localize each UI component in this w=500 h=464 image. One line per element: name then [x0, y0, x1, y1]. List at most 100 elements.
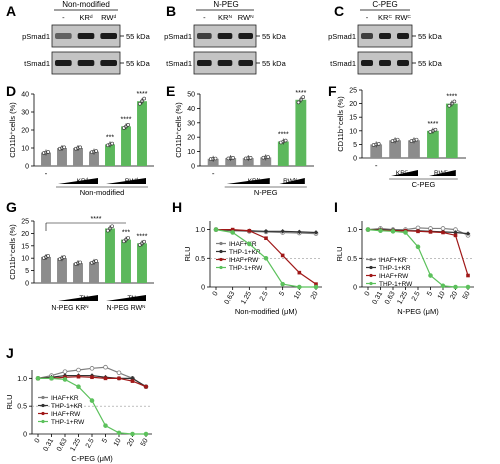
- bar: [445, 103, 458, 158]
- blot-row-label: pSmad1: [22, 32, 50, 41]
- legend-label: IHAF+KR: [379, 257, 407, 264]
- x-tick-label: 0: [364, 290, 372, 297]
- blot-band: [100, 33, 117, 39]
- blot-band: [55, 60, 72, 66]
- data-point: [78, 260, 82, 265]
- lane-label: RWC: [395, 13, 411, 22]
- y-tick-label: 25: [21, 219, 29, 226]
- data-marker: [230, 230, 235, 235]
- y-tick-label: 40: [21, 92, 29, 99]
- concentration-triangle: [106, 295, 146, 301]
- triangle-label-kr-sup: N: [257, 177, 260, 182]
- significance-stars: ****: [137, 233, 148, 240]
- triangle-label-kr-sup: C: [405, 169, 408, 174]
- data-marker: [314, 282, 318, 286]
- lane-label-sup: C: [407, 14, 411, 20]
- triangle-label-rw-sup: C: [445, 169, 448, 174]
- bar: [73, 263, 83, 283]
- y-axis-label: RLU: [5, 394, 14, 409]
- legend-label: THP-1+RW: [51, 419, 85, 426]
- x-tick-label: 0.31: [42, 437, 55, 452]
- data-point: [106, 228, 110, 233]
- data-marker: [440, 283, 446, 289]
- significance-stars: ****: [91, 216, 102, 223]
- blot-band: [379, 60, 391, 66]
- panel-letter: I: [334, 199, 338, 215]
- data-point: [395, 137, 400, 142]
- lane-label-base: -: [366, 13, 369, 22]
- concentration-triangle: [391, 170, 418, 176]
- data-marker: [453, 233, 458, 238]
- y-tick-label: 15: [349, 115, 357, 122]
- lane-label-sup: d: [114, 14, 117, 20]
- y-tick-label: 30: [21, 110, 29, 117]
- data-marker: [428, 230, 433, 234]
- legend-label: THP-1+RW: [379, 281, 413, 288]
- y-tick-label: 0: [353, 285, 357, 292]
- lane-label: -: [203, 13, 206, 22]
- blot-band: [379, 33, 391, 39]
- bar: [121, 239, 131, 283]
- significance-stars: ****: [446, 94, 457, 101]
- data-point: [301, 95, 306, 99]
- triangle-label-kr-sup: d: [86, 177, 89, 182]
- blot-band: [238, 33, 253, 39]
- lane-label-base: -: [62, 13, 65, 22]
- y-tick-label: 40: [187, 106, 195, 113]
- bar: [41, 152, 51, 166]
- control-label: -: [375, 161, 378, 170]
- x-group-label: C-PEG: [412, 180, 436, 189]
- x-tick-label: 1.25: [396, 290, 409, 305]
- y-tick-label: 1.0: [347, 227, 357, 234]
- x-tick-label: 0.63: [224, 290, 237, 305]
- lane-label: RWd: [101, 13, 116, 22]
- legend-label: IHAF+RW: [379, 273, 409, 280]
- blot-band: [197, 60, 212, 66]
- y-tick-label: 0.5: [195, 256, 205, 263]
- data-marker: [378, 228, 383, 234]
- bar: [277, 141, 289, 166]
- lane-label: RWN: [238, 13, 254, 22]
- data-marker: [62, 369, 68, 374]
- x-group-label-1: N-PEG KRN: [51, 304, 88, 313]
- data-marker: [76, 367, 81, 373]
- x-tick-label: 5: [278, 290, 286, 297]
- x-tick-label: 1.25: [240, 290, 253, 305]
- panel-letter: A: [6, 3, 16, 19]
- bar: [57, 258, 67, 283]
- bar: [295, 99, 307, 166]
- bar: [137, 101, 147, 166]
- y-tick-label: 20: [349, 101, 357, 108]
- blot-row-label: tSmad1: [330, 59, 356, 68]
- data-point: [283, 138, 288, 143]
- triangle-label-rw-sup: d: [136, 177, 139, 182]
- data-marker: [116, 430, 122, 436]
- data-marker: [465, 284, 471, 290]
- data-point: [414, 137, 419, 142]
- legend-label: THP-1+KR: [379, 265, 411, 272]
- y-tick-label: 0: [25, 281, 29, 288]
- significance-stars: ****: [295, 90, 306, 97]
- y-tick-label: 5: [353, 142, 357, 149]
- data-marker: [130, 431, 135, 437]
- lane-label: KRN: [218, 13, 232, 22]
- panel-letter: F: [328, 83, 337, 99]
- data-marker: [416, 229, 420, 234]
- lane-label-sup: N: [228, 14, 232, 20]
- data-marker: [213, 227, 219, 232]
- data-marker: [49, 376, 54, 381]
- legend-label: IHAF+RW: [229, 257, 259, 264]
- data-point: [46, 254, 50, 258]
- data-marker: [403, 230, 408, 235]
- concentration-triangle: [58, 295, 98, 301]
- x-tick-label: 0: [34, 437, 42, 444]
- lane-label-base: KR: [378, 13, 389, 22]
- significance-stars: ***: [122, 230, 130, 237]
- legend-marker: [219, 249, 223, 254]
- bar: [242, 158, 254, 166]
- panel-letter: C: [334, 3, 344, 19]
- data-marker: [313, 284, 319, 290]
